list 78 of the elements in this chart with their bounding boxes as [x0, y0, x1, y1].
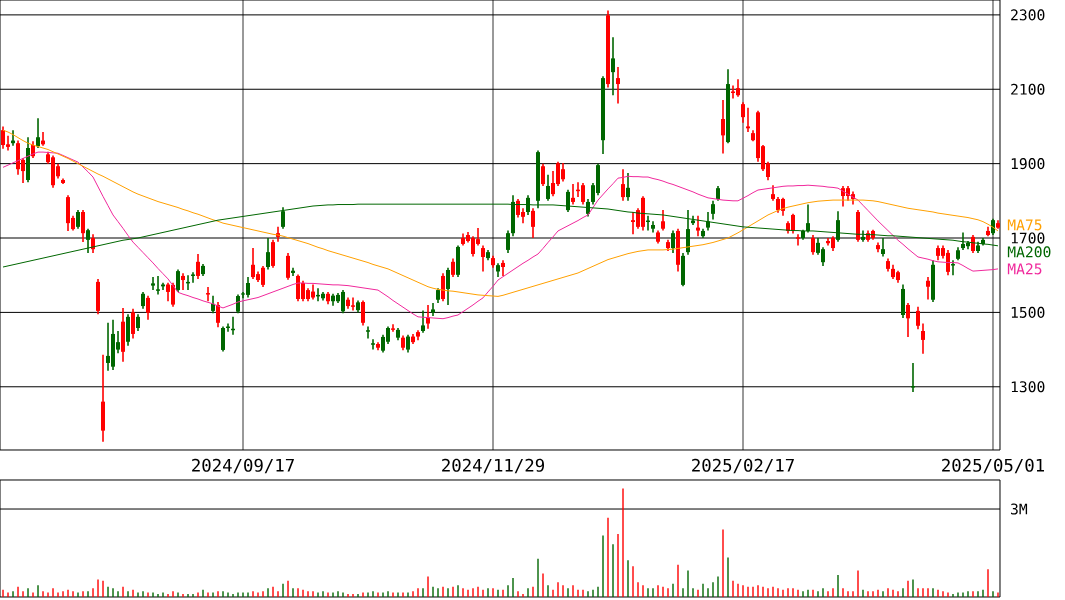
- candlestick: [721, 99, 725, 155]
- x-tick-label: 2025/02/17: [692, 458, 794, 474]
- candlestick: [421, 309, 425, 334]
- series-label: MA200: [1007, 246, 1051, 258]
- candlestick: [741, 101, 745, 124]
- candlestick: [506, 229, 510, 254]
- candlestick: [626, 172, 630, 202]
- candlestick: [251, 247, 256, 280]
- candlestick: [541, 162, 545, 187]
- candlestick: [371, 338, 376, 351]
- candlestick: [366, 325, 371, 340]
- series-label: MA75: [1007, 219, 1042, 231]
- candlestick: [36, 117, 41, 149]
- candlestick: [391, 323, 396, 333]
- candlestick: [176, 268, 181, 293]
- candlestick: [451, 257, 456, 278]
- candlestick: [206, 286, 211, 303]
- x-tick-label: 2024/11/29: [442, 458, 544, 474]
- candlestick: [921, 322, 925, 355]
- y-tick-label: 2300: [1011, 9, 1045, 21]
- candlestick: [446, 266, 450, 306]
- candlestick: [746, 107, 750, 133]
- candlestick: [796, 233, 800, 247]
- candlestick: [911, 362, 915, 393]
- y-tick-label: 1300: [1011, 381, 1045, 393]
- candlestick: [216, 301, 221, 329]
- candlestick: [221, 325, 226, 353]
- candlestick: [361, 299, 366, 327]
- candlestick: [131, 307, 136, 340]
- candlestick: [296, 273, 301, 303]
- y-tick-label: 1500: [1011, 306, 1045, 318]
- candlestick: [546, 173, 550, 202]
- candlestick: [426, 304, 431, 330]
- candlestick: [621, 168, 625, 202]
- y-tick-label: 1900: [1011, 158, 1045, 170]
- candlestick: [266, 237, 271, 271]
- candlestick: [661, 209, 665, 232]
- x-tick-label: 2024/09/17: [192, 458, 294, 474]
- candlestick: [1, 125, 6, 150]
- candlestick: [951, 259, 955, 276]
- y-tick-label: 3M: [1011, 503, 1028, 515]
- candlestick: [81, 209, 86, 243]
- candlestick: [696, 214, 700, 237]
- candlestick: [151, 276, 156, 291]
- y-tick-label: 1700: [1011, 232, 1045, 244]
- candlestick: [611, 36, 615, 97]
- candlestick: [926, 276, 930, 301]
- candlestick: [686, 209, 690, 256]
- candlestick: [671, 229, 675, 254]
- candlestick: [836, 210, 840, 243]
- candlestick: [501, 259, 505, 277]
- x-tick-label: 2025/05/01: [942, 458, 1044, 474]
- candlestick: [431, 302, 436, 317]
- candlestick: [811, 234, 815, 256]
- candlestick: [166, 281, 171, 303]
- candlestick: [146, 294, 151, 321]
- candlestick: [916, 306, 920, 330]
- candlestick: [181, 272, 186, 291]
- candlestick: [881, 237, 885, 258]
- candlestick: [906, 302, 910, 338]
- candlestick: [191, 271, 196, 284]
- candlestick: [616, 66, 620, 105]
- candlestick: [531, 207, 536, 239]
- candlestick: [106, 322, 111, 372]
- candlestick: [86, 227, 91, 254]
- candlestick: [76, 209, 81, 230]
- candlestick: [281, 206, 286, 230]
- candlestick: [286, 252, 291, 281]
- candlestick: [706, 211, 710, 232]
- series-label: MA25: [1007, 263, 1042, 275]
- candlestick: [481, 244, 485, 273]
- candlestick: [196, 253, 201, 280]
- candlestick: [156, 275, 161, 296]
- candlestick: [441, 272, 446, 303]
- candlestick: [711, 200, 715, 221]
- y-tick-label: 2100: [1011, 83, 1045, 95]
- candlestick: [571, 183, 575, 206]
- candlestick: [271, 239, 276, 269]
